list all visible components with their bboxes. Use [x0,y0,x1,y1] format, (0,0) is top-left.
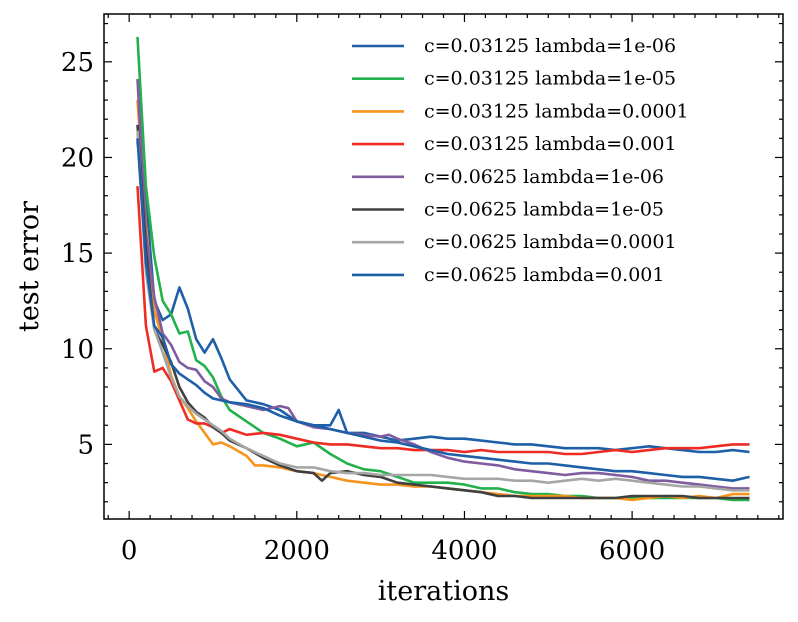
axis-ticks-group: 0 2000 4000 6000 5 10 15 20 25 [61,14,783,566]
series-line-6 [136,124,750,500]
y-tick-label: 10 [61,335,94,365]
legend-label-2: c=0.03125 lambda=1e-05 [424,68,676,90]
x-tick-label: 6000 [599,536,665,566]
y-tick-label: 5 [77,430,94,460]
y-tick-label: 20 [61,143,94,173]
legend: c=0.03125 lambda=1e-06 c=0.03125 lambda=1… [352,35,689,286]
series-line-7 [136,130,750,492]
series-line-1 [136,141,750,454]
x-tick-label: 0 [121,536,138,566]
legend-label-6: c=0.0625 lambda=1e-05 [424,199,664,221]
x-tick-label: 2000 [264,536,330,566]
series-line-8 [136,138,750,482]
legend-label-7: c=0.0625 lambda=0.0001 [424,231,677,253]
y-axis-label: test error [14,201,45,332]
series-line-4 [136,186,750,456]
series-line-2 [136,36,750,502]
legend-label-4: c=0.03125 lambda=0.001 [424,133,677,155]
x-axis-label: iterations [378,576,509,607]
y-tick-label: 15 [61,239,94,269]
legend-label-5: c=0.0625 lambda=1e-06 [424,166,664,188]
x-tick-label: 4000 [431,536,497,566]
legend-label-1: c=0.03125 lambda=1e-06 [424,35,676,57]
y-tick-label: 25 [61,48,94,78]
chart-series-group [136,36,750,502]
legend-label-3: c=0.03125 lambda=0.0001 [424,100,689,122]
legend-label-8: c=0.0625 lambda=0.001 [424,264,664,286]
series-line-5 [136,78,750,490]
